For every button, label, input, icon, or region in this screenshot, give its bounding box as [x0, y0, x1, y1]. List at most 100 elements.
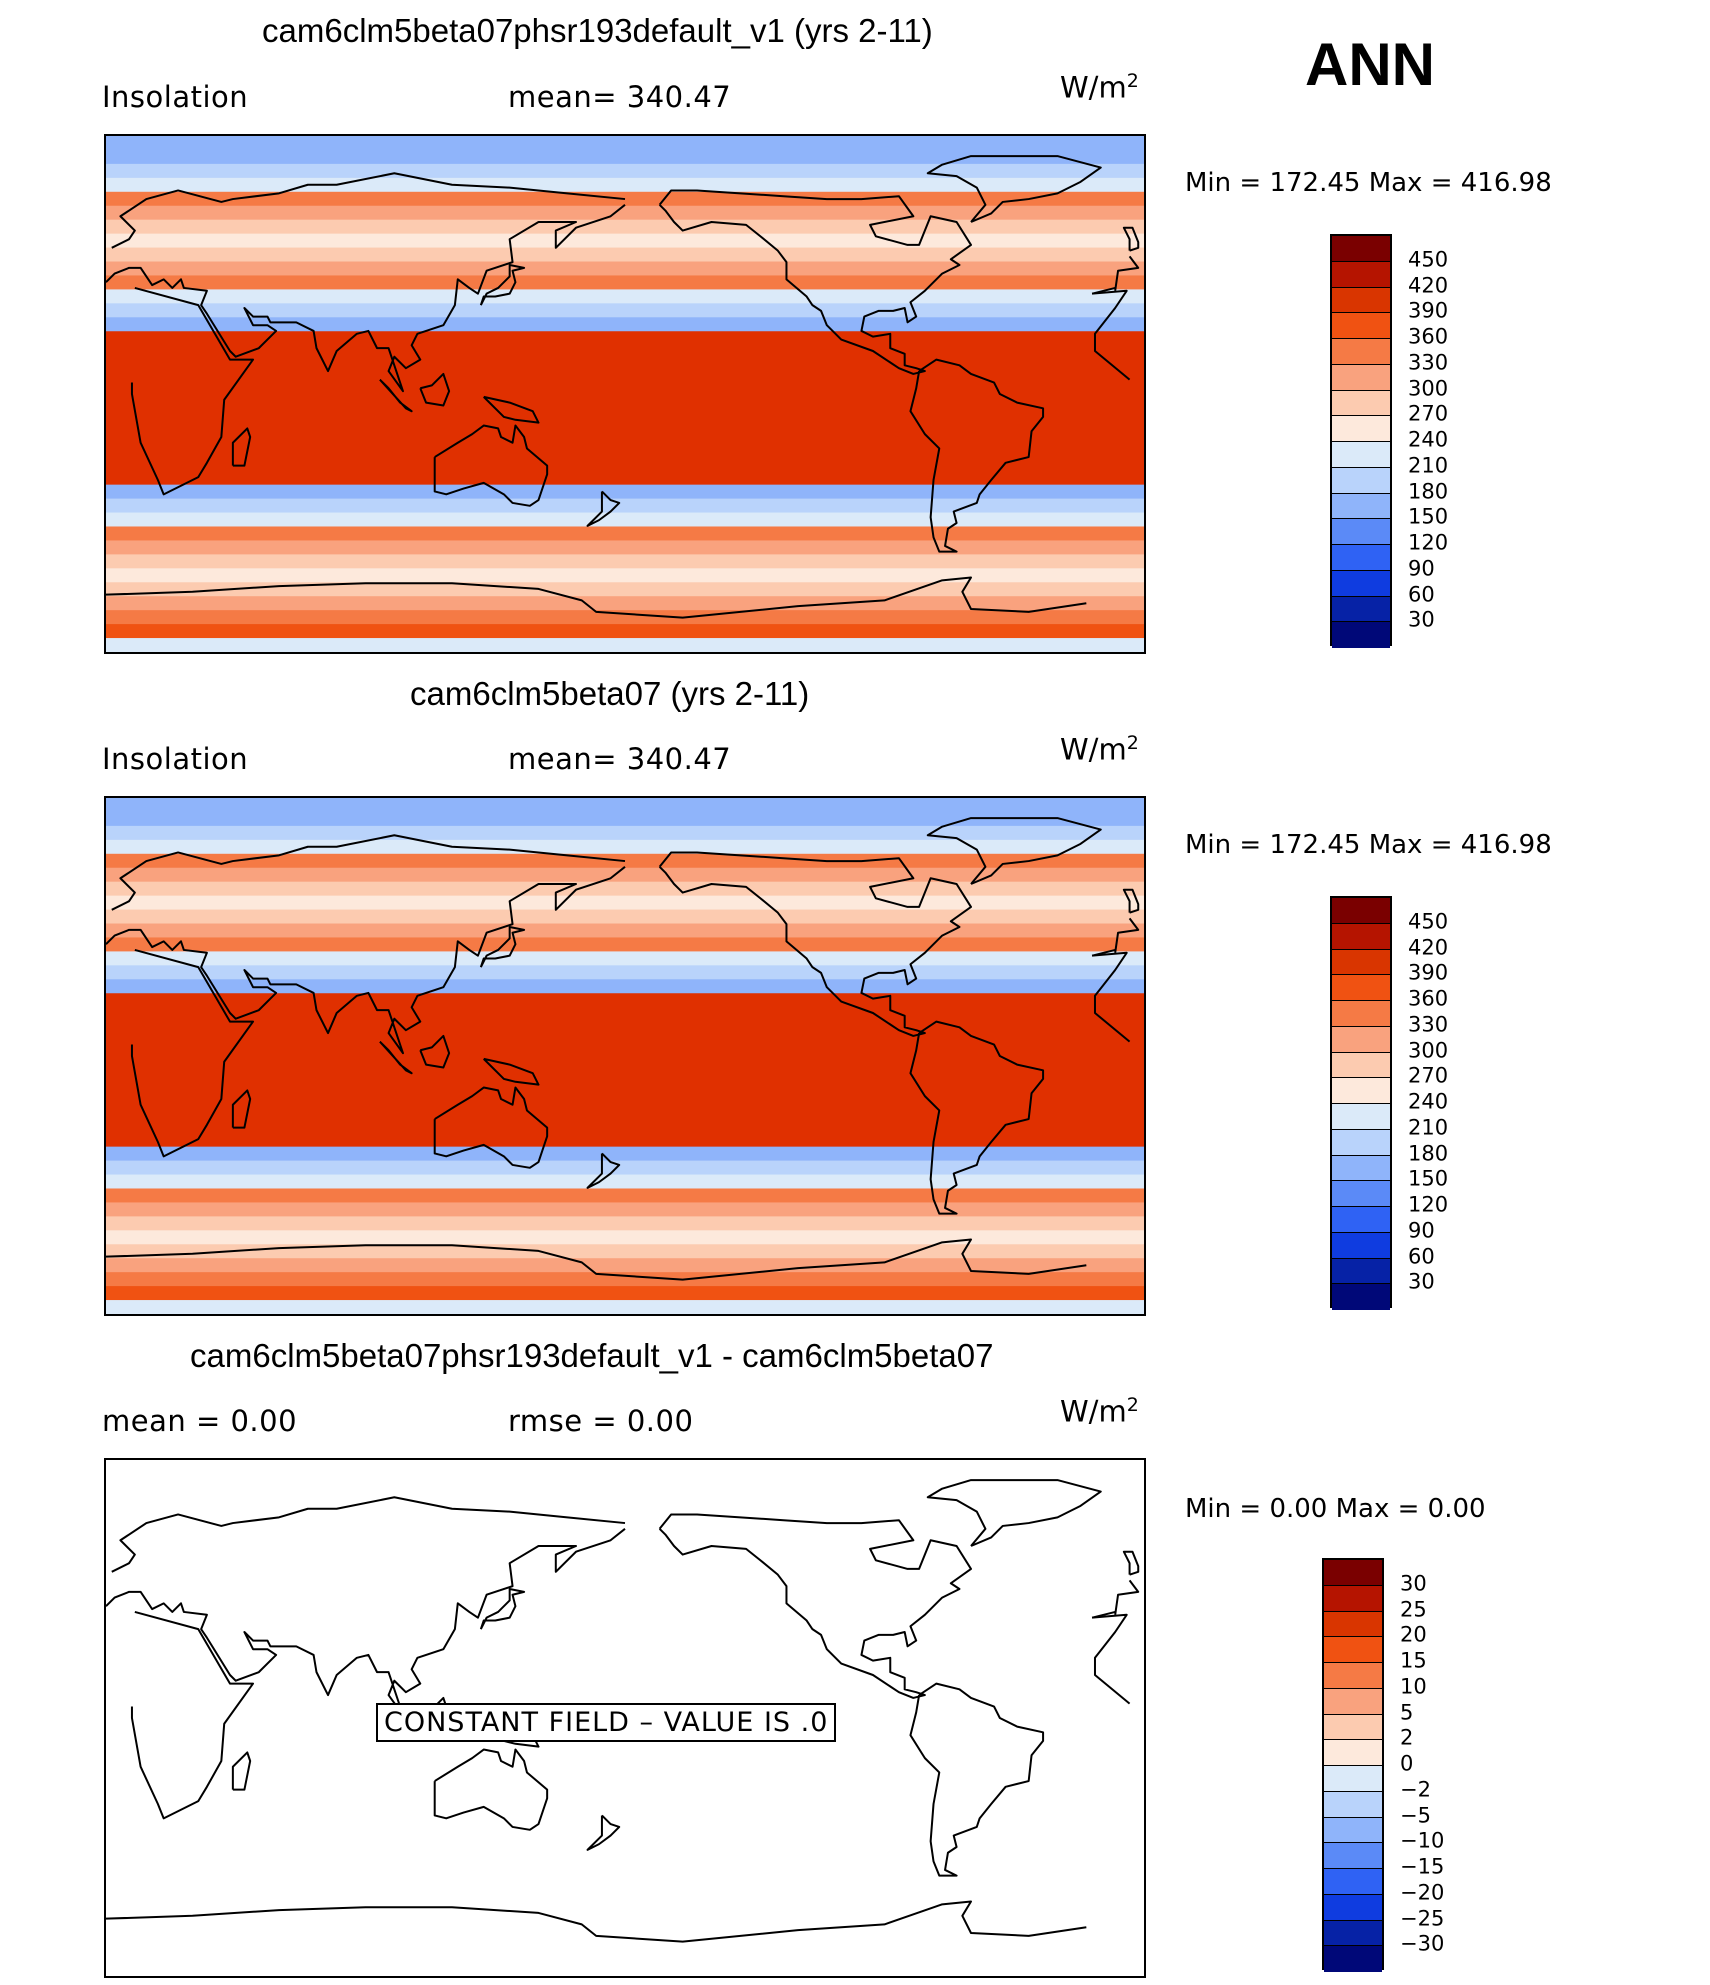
- colorbar-tick-label: −2: [1400, 1777, 1431, 1802]
- colorbar-swatch: [1332, 467, 1390, 494]
- colorbar-tick-label: 240: [1408, 427, 1449, 452]
- field-band: [106, 205, 1144, 221]
- colorbar-swatch: [1332, 1258, 1390, 1285]
- constant-field-notice: CONSTANT FIELD – VALUE IS .0: [376, 1703, 837, 1742]
- panel2-title: cam6clm5beta07 (yrs 2-11): [410, 675, 810, 712]
- field-band: [106, 993, 1144, 1008]
- colorbar-swatch: [1332, 390, 1390, 417]
- field-band: [106, 289, 1144, 304]
- colorbar-tick-label: 5: [1400, 1700, 1414, 1724]
- colorbar-swatch: [1332, 1232, 1390, 1259]
- colorbar-swatch: [1332, 1026, 1390, 1053]
- panel2-units: W/m2: [1060, 732, 1139, 767]
- coastline: [658, 1513, 972, 1699]
- field-band: [106, 387, 1144, 402]
- coastline: [586, 1814, 621, 1851]
- field-band: [106, 400, 1144, 416]
- field-band: [106, 540, 1144, 555]
- colorbar-swatch: [1332, 949, 1390, 976]
- coastline: [433, 424, 549, 507]
- colorbar-swatch: [1324, 1869, 1382, 1895]
- field-band: [106, 638, 1144, 652]
- field-band: [106, 1202, 1144, 1217]
- colorbar-swatch: [1332, 416, 1390, 442]
- field-band: [106, 219, 1144, 235]
- coastline: [479, 1588, 526, 1630]
- field-band: [106, 825, 1144, 841]
- field-band: [106, 1188, 1144, 1204]
- colorbar-swatch: [1324, 1585, 1382, 1612]
- field-band: [106, 526, 1144, 542]
- colorbar-tick-label: 330: [1408, 1012, 1449, 1037]
- panel3-title: cam6clm5beta07phsr193default_v1 - cam6cl…: [190, 1337, 994, 1374]
- coastline: [111, 834, 626, 911]
- colorbar-tick-label: 25: [1400, 1597, 1427, 1621]
- field-band: [106, 895, 1144, 911]
- colorbar-tick-label: −20: [1400, 1880, 1445, 1905]
- field-band: [106, 470, 1144, 486]
- panel1-map: [104, 134, 1146, 654]
- colorbar-tick-label: 330: [1408, 350, 1449, 375]
- field-band: [106, 568, 1144, 583]
- colorbar-tick-label: 60: [1408, 1244, 1435, 1268]
- colorbar-tick-label: −30: [1400, 1931, 1445, 1956]
- colorbar-swatch: [1332, 1001, 1390, 1027]
- colorbar-tick-label: 60: [1408, 582, 1435, 606]
- field-band: [106, 456, 1144, 472]
- coastline: [1122, 888, 1140, 914]
- colorbar-tick-label: 240: [1408, 1089, 1449, 1114]
- coastline: [1114, 255, 1140, 291]
- colorbar-tick-label: 390: [1408, 960, 1449, 985]
- panel2-colorbar: [1330, 896, 1392, 1310]
- colorbar-tick-label: −10: [1400, 1828, 1445, 1853]
- coastline: [1092, 289, 1131, 381]
- colorbar-swatch: [1332, 261, 1390, 288]
- panel2-minmax: Min = 172.45 Max = 416.98: [1185, 830, 1552, 860]
- coastline: [231, 1751, 252, 1791]
- field-band: [106, 442, 1144, 458]
- colorbar-swatch: [1324, 1791, 1382, 1818]
- colorbar-swatch: [1324, 1688, 1382, 1715]
- field-band: [106, 951, 1144, 966]
- panel1-title: cam6clm5beta07phsr193default_v1 (yrs 2-1…: [262, 12, 933, 49]
- colorbar-swatch: [1324, 1560, 1382, 1586]
- colorbar-tick-label: 180: [1408, 1141, 1449, 1165]
- colorbar-tick-label: 450: [1408, 247, 1449, 272]
- field-band: [106, 136, 1144, 151]
- field-band: [106, 1244, 1144, 1259]
- map-canvas: [106, 798, 1144, 1314]
- coastline: [1122, 226, 1140, 252]
- colorbar-tick-label: 90: [1408, 556, 1435, 581]
- coastline: [106, 1238, 1087, 1281]
- colorbar-swatch: [1332, 313, 1390, 339]
- colorbar-swatch: [1324, 1946, 1382, 1972]
- colorbar-swatch: [1332, 339, 1390, 365]
- field-band: [106, 149, 1144, 165]
- coastline: [658, 189, 972, 375]
- colorbar-swatch: [1332, 545, 1390, 571]
- field-band: [106, 937, 1144, 953]
- colorbar-tick-label: 360: [1408, 986, 1449, 1011]
- field-band: [106, 1146, 1144, 1162]
- field-band: [106, 1118, 1144, 1134]
- coastline: [1092, 951, 1131, 1043]
- field-band: [106, 1076, 1144, 1092]
- field-band: [106, 582, 1144, 597]
- coastline: [586, 490, 621, 527]
- colorbar-tick-label: 30: [1408, 1269, 1435, 1294]
- colorbar-tick-label: 120: [1408, 1192, 1449, 1217]
- coastline: [130, 948, 255, 1158]
- panel3-units: W/m2: [1060, 1394, 1139, 1429]
- map-canvas: [106, 136, 1144, 652]
- field-band: [106, 414, 1144, 430]
- colorbar-swatch: [1324, 1637, 1382, 1663]
- field-band: [106, 428, 1144, 444]
- colorbar-swatch: [1324, 1663, 1382, 1689]
- field-band: [106, 610, 1144, 625]
- field-band: [106, 177, 1144, 193]
- field-band: [106, 554, 1144, 569]
- colorbar-swatch: [1332, 1181, 1390, 1207]
- panel3-colorbar: [1322, 1558, 1384, 1972]
- field-band: [106, 1300, 1144, 1314]
- coastline: [926, 817, 1102, 885]
